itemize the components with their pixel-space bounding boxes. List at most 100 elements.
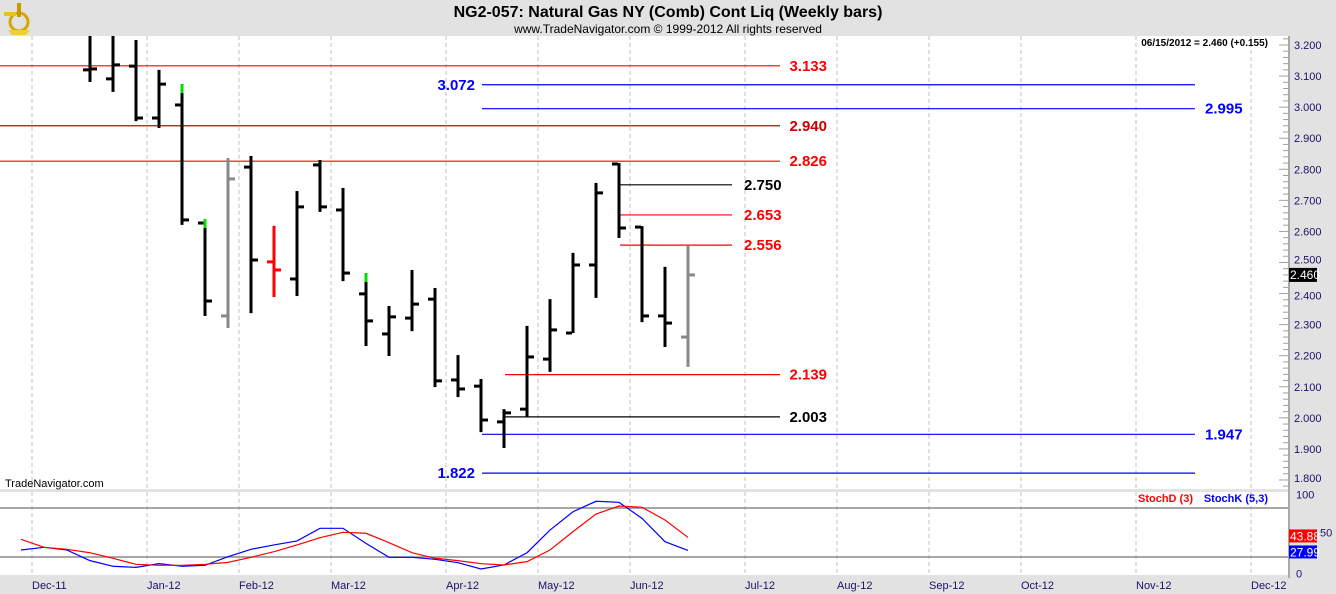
bar-close-tick: [321, 205, 327, 209]
ohlc-bar: [129, 40, 143, 122]
price-levels: 3.133 2.940 2.826 3.072 2.995 1.947 1.822 2.750…: [0, 58, 1243, 482]
y-tick-label: 2.300: [1294, 320, 1322, 332]
level-label: 3.133: [789, 58, 827, 75]
copyright-text: www.TradeNavigator.com © 1999-2012 All r…: [513, 22, 822, 36]
bar-close-tick: [367, 319, 373, 323]
bar-range: [640, 226, 644, 323]
level-label: 2.995: [1205, 101, 1243, 118]
level-label: 2.556: [744, 237, 782, 254]
stoch-value-label: 27.99: [1290, 545, 1320, 559]
bar-open-tick: [681, 335, 687, 339]
bar-close-tick: [574, 263, 580, 267]
bar-close-tick: [229, 177, 235, 181]
bar-highlight: [180, 84, 184, 94]
bar-range: [548, 299, 552, 372]
y-tick-label: 3.000: [1294, 102, 1322, 114]
price-axis[interactable]: 3.200 3.100 3.000 2.900 2.800 2.700 2.600 2.500…: [1279, 38, 1322, 487]
bar-close-tick: [390, 315, 396, 319]
level-label: 2.826: [789, 153, 827, 170]
bar-close-tick: [344, 271, 350, 275]
y-tick-label: 2.600: [1294, 226, 1322, 238]
bar-close-tick: [91, 67, 97, 71]
bar-range: [180, 84, 184, 225]
legend-stochk[interactable]: StochK (5,3): [1204, 493, 1269, 505]
bar-open-tick: [497, 420, 503, 424]
bar-open-tick: [382, 332, 388, 336]
level-label: 1.822: [437, 465, 475, 482]
bar-close-tick: [275, 268, 281, 272]
ohlc-bar: [520, 325, 534, 417]
y-tick-label: 3.200: [1294, 40, 1322, 52]
stochd-line: [20, 505, 689, 566]
bar-range: [157, 69, 161, 128]
ohlc-bar: [566, 252, 580, 335]
y-tick-label: 2.400: [1294, 291, 1322, 303]
price-bars: [83, 36, 695, 448]
bar-close-tick: [459, 387, 465, 391]
ohlc-bar: [106, 36, 120, 92]
x-tick-label: Aug-12: [837, 580, 872, 592]
x-tick-label: Nov-12: [1136, 580, 1171, 592]
bar-close-tick: [505, 411, 511, 415]
ohlc-bar: [543, 299, 557, 372]
x-tick-label: Sep-12: [929, 580, 964, 592]
watermark-text: TradeNavigator.com: [5, 478, 104, 490]
bar-open-tick: [336, 208, 342, 212]
bar-open-tick: [152, 116, 158, 120]
ohlc-bar: [635, 225, 649, 323]
y-tick-label: 2.200: [1294, 351, 1322, 363]
last-price-label: 2.460: [1290, 268, 1320, 282]
last-price-badge: [1289, 267, 1317, 282]
bar-close-tick: [551, 328, 557, 332]
x-tick-label: Oct-12: [1021, 580, 1054, 592]
time-axis-bg: [0, 575, 1288, 594]
y-tick-label: 2.500: [1294, 254, 1322, 266]
bar-open-tick: [359, 292, 365, 296]
bar-close-tick: [597, 191, 603, 195]
ohlc-bar: [428, 287, 442, 388]
x-tick-label: Jan-12: [147, 580, 181, 592]
y-tick-label: 1.800: [1294, 473, 1322, 485]
ohlc-bar: [359, 273, 373, 347]
bar-open-tick: [635, 225, 641, 229]
bar-open-tick: [612, 162, 618, 166]
ohlc-bar: [267, 225, 281, 297]
ohlc-bar: [244, 155, 258, 314]
x-tick-label: May-12: [538, 580, 575, 592]
bar-close-tick: [413, 302, 419, 306]
bar-open-tick: [428, 297, 434, 301]
bar-close-tick: [183, 218, 189, 222]
level-label: 2.003: [789, 409, 827, 426]
stochk-line: [20, 500, 689, 570]
level-label: 1.947: [1205, 426, 1243, 443]
bar-highlight: [364, 273, 368, 283]
ohlc-bar: [336, 187, 350, 282]
bar-range: [571, 252, 575, 334]
x-tick-label: Jun-12: [630, 580, 664, 592]
bar-range: [387, 305, 391, 357]
bar-range: [111, 36, 115, 92]
bar-open-tick: [451, 378, 457, 382]
stoch-panel: [0, 492, 1288, 575]
time-axis[interactable]: Dec-11 Jan-12 Feb-12 Mar-12 Apr-12 May-12 Jun-…: [0, 575, 1288, 594]
level-label: 2.653: [744, 207, 782, 224]
ohlc-bar: [474, 379, 488, 433]
stoch-tick-label: 0: [1296, 568, 1302, 580]
y-tick-label: 2.900: [1294, 133, 1322, 145]
legend-stochd[interactable]: StochD (3): [1138, 493, 1193, 505]
bar-open-tick: [405, 316, 411, 320]
bar-close-tick: [620, 226, 626, 230]
bar-range: [341, 187, 345, 282]
bar-range: [203, 218, 207, 316]
x-tick-label: Mar-12: [331, 580, 366, 592]
bar-open-tick: [83, 68, 89, 72]
ohlc-bar: [658, 266, 672, 348]
stoch-tick-label: 100: [1296, 490, 1314, 502]
bar-close-tick: [666, 321, 672, 325]
bar-range: [226, 158, 230, 329]
level-label: 2.750: [744, 177, 782, 194]
y-tick-label: 2.800: [1294, 164, 1322, 176]
bar-range: [456, 355, 460, 398]
stoch-tick-label: 50: [1320, 527, 1332, 539]
